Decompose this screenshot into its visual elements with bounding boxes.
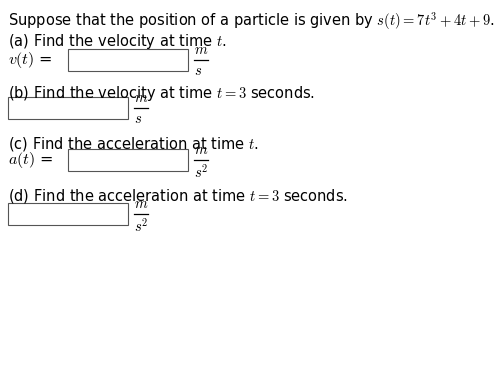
Text: (c) Find the acceleration at time $t$.: (c) Find the acceleration at time $t$. — [8, 135, 259, 153]
Text: $s$: $s$ — [134, 111, 142, 126]
Text: $m$: $m$ — [134, 196, 148, 211]
Text: $s$: $s$ — [194, 63, 202, 78]
Text: (b) Find the velocity at time $t = 3$ seconds.: (b) Find the velocity at time $t = 3$ se… — [8, 84, 315, 103]
FancyBboxPatch shape — [8, 97, 128, 119]
FancyBboxPatch shape — [68, 149, 188, 171]
Text: (a) Find the velocity at time $t$.: (a) Find the velocity at time $t$. — [8, 32, 226, 51]
Text: $m$: $m$ — [134, 90, 148, 105]
Text: Suppose that the position of a particle is given by $s(t) = 7t^3 + 4t + 9$.: Suppose that the position of a particle … — [8, 10, 495, 32]
Text: (d) Find the acceleration at time $t = 3$ seconds.: (d) Find the acceleration at time $t = 3… — [8, 187, 348, 205]
FancyBboxPatch shape — [8, 203, 128, 225]
Text: $m$: $m$ — [194, 42, 208, 57]
Text: $v(t)$ =: $v(t)$ = — [8, 50, 53, 70]
Text: $a(t)$ =: $a(t)$ = — [8, 150, 53, 170]
Text: $s^2$: $s^2$ — [134, 217, 148, 235]
Text: $m$: $m$ — [194, 142, 208, 157]
FancyBboxPatch shape — [68, 49, 188, 71]
Text: $s^2$: $s^2$ — [194, 163, 208, 181]
